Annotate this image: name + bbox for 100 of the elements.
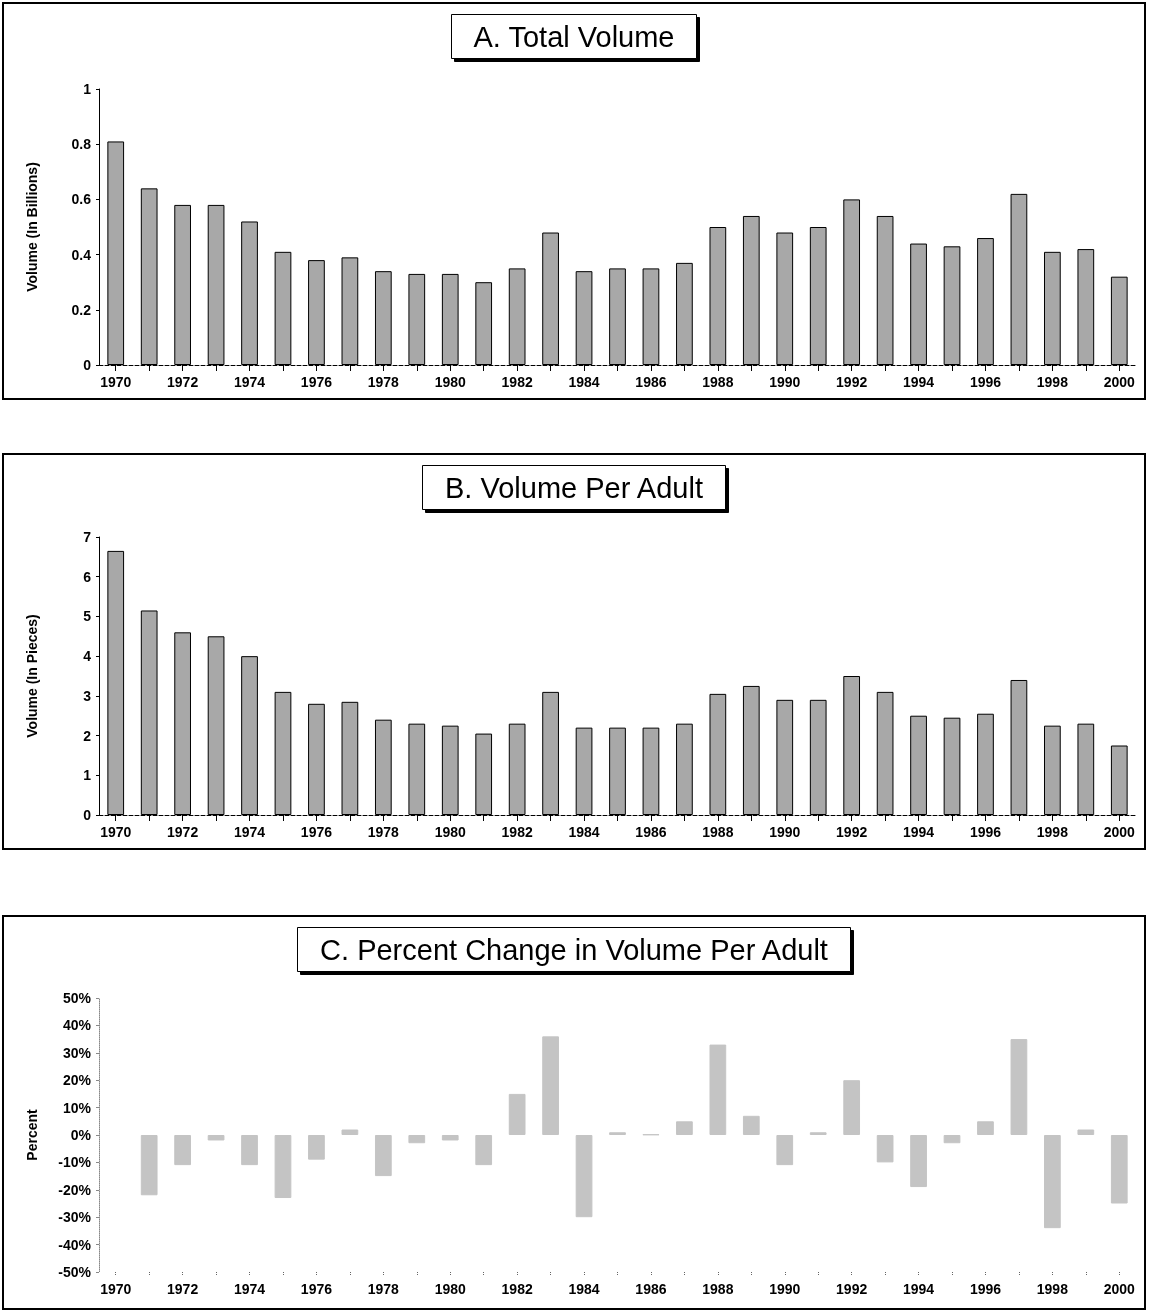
x-tick-label: 1992 [836,1281,868,1297]
x-tick-label: 1986 [635,374,667,390]
x-tick-label: 2000 [1103,1281,1136,1297]
y-tick-label: 10% [62,1099,92,1116]
bar [341,1129,359,1135]
bar [308,1135,325,1160]
x-tick-label: 1994 [902,1281,935,1297]
x-tick-label: 1982 [501,1281,533,1297]
y-axis-title: Volume (In Pieces) [24,614,40,738]
y-tick-label: 50% [62,990,92,1006]
y-tick-label: 1 [83,81,92,97]
x-tick-label: 1972 [167,374,199,390]
bar [241,1135,258,1166]
bar [542,1036,559,1135]
bar [910,1135,927,1188]
y-tick-label: 40% [62,1017,92,1034]
x-tick-label: 1988 [702,374,734,390]
x-tick-label: 1998 [1036,824,1069,840]
x-tick-label: 1976 [300,1281,333,1297]
x-tick-label: 1978 [367,374,400,390]
x-tick-label: 1984 [568,1281,600,1297]
bar [676,1121,693,1135]
bar [876,1135,894,1163]
x-tick-label: 1984 [568,824,600,840]
bar [374,1135,392,1177]
x-tick-label: 1982 [501,824,533,840]
y-tick-label: 0 [83,807,92,823]
x-tick-label: 1980 [434,374,467,390]
x-tick-label: 1976 [300,824,333,840]
y-tick-label: 20% [62,1072,92,1089]
x-tick-label: 1990 [769,374,801,390]
y-tick-label: 30% [62,1044,92,1061]
bar [575,1135,593,1218]
x-tick-label: 1976 [300,374,333,390]
x-tick-label: 1988 [702,1281,734,1297]
x-tick-label: 2000 [1103,824,1136,840]
bar [776,1135,794,1166]
y-tick-label: -20% [58,1181,92,1198]
y-tick-label: 0% [70,1127,92,1143]
y-tick-label: -50% [58,1264,92,1280]
y-tick-label: -40% [58,1236,92,1253]
x-tick-label: 1982 [501,374,533,390]
y-tick-label: 2 [83,727,92,744]
x-tick-label: 2000 [1103,374,1136,390]
bar [1010,1039,1028,1135]
bar [140,1135,158,1196]
y-tick-label: -30% [58,1209,92,1226]
y-tick-label: 0.2 [71,301,92,318]
x-tick-label: 1992 [836,824,868,840]
x-tick-label: 1972 [167,824,199,840]
x-tick-label: 1974 [233,1281,266,1297]
y-axis-title: Percent [24,1108,40,1161]
x-tick-label: 1972 [167,1281,199,1297]
y-tick-label: 1 [83,767,92,784]
x-tick-label: 1996 [969,1281,1002,1297]
chart-title: C. Percent Change in Volume Per Adult [320,933,828,966]
x-tick-label: 1994 [902,824,935,840]
bar [843,1080,861,1135]
x-tick-label: 1978 [367,824,400,840]
bar [475,1135,493,1166]
x-tick-label: 1986 [635,1281,667,1297]
x-tick-label: 1990 [769,824,801,840]
y-tick-label: 5 [83,608,92,625]
bar [508,1093,526,1135]
bar [977,1121,994,1135]
x-tick-label: 1992 [836,374,868,390]
x-tick-label: 1990 [769,1281,801,1297]
bar [274,1135,292,1199]
y-tick-label: 7 [83,529,92,545]
y-tick-label: 3 [83,687,92,704]
x-tick-label: 1978 [367,1281,400,1297]
bar [174,1135,191,1166]
bar [943,1135,961,1144]
y-axis-title: Volume (In Billions) [24,162,40,292]
x-tick-label: 1974 [233,824,266,840]
x-tick-label: 1994 [902,374,935,390]
x-tick-label: 1980 [434,1281,467,1297]
chart-title: B. Volume Per Adult [445,471,703,504]
x-tick-label: 1986 [635,824,667,840]
y-tick-label: 0 [83,357,92,373]
bar [408,1135,426,1144]
chart-title: A. Total Volume [473,20,675,53]
y-tick-label: 4 [83,648,92,665]
x-tick-label: 1996 [969,824,1002,840]
x-tick-label: 1988 [702,824,734,840]
bar [742,1115,760,1135]
x-tick-label: 1998 [1036,1281,1069,1297]
x-tick-label: 1970 [100,374,132,390]
y-tick-label: 0.6 [71,191,92,208]
y-tick-label: 0.8 [71,136,92,153]
bar [1077,1129,1095,1135]
x-tick-label: 1970 [100,824,132,840]
x-tick-label: 1984 [568,374,600,390]
x-tick-label: 1996 [969,374,1002,390]
x-tick-label: 1974 [233,374,266,390]
x-tick-label: 1980 [434,824,467,840]
bar [207,1135,225,1141]
y-tick-label: -10% [58,1154,92,1171]
bar [1110,1135,1128,1204]
bar [1044,1135,1061,1229]
